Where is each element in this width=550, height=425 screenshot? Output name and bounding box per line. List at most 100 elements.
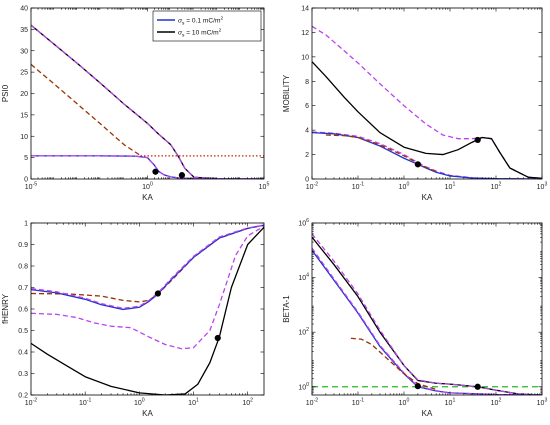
y-tick-label: 0.2 [18, 393, 28, 400]
x-tick-label: 102 [491, 182, 502, 192]
series-line-4 [31, 225, 264, 350]
series-line-1 [31, 224, 264, 303]
y-tick-label-base: 10 [298, 275, 306, 282]
x-tick-label-exponent: 0 [150, 182, 153, 188]
legend-entry-label: σs = 10 mC/m2 [178, 28, 222, 39]
y-tick-label: 8 [305, 79, 309, 86]
y-axis-title: MOBILITY [282, 74, 291, 112]
point-marker-1 [414, 161, 421, 168]
point-marker-1 [414, 383, 421, 390]
x-tick-label-base: 10 [242, 400, 250, 407]
x-tick-label-exponent: -5 [33, 182, 38, 188]
series-group [31, 224, 264, 395]
series-line-5 [312, 247, 542, 395]
x-tick-label-exponent: 5 [266, 182, 269, 188]
series-line-3 [312, 131, 542, 179]
x-tick-label: 10-1 [352, 182, 365, 192]
y-tick-label: 106 [298, 218, 309, 228]
x-tick-label-base: 10 [537, 184, 545, 191]
point-marker-1 [152, 168, 159, 175]
y-tick-label: 0.7 [18, 285, 28, 292]
series-group [312, 233, 542, 395]
x-tick-label-exponent: -2 [314, 182, 319, 188]
x-tick-label: 10-2 [306, 182, 319, 192]
y-tick-label: 14 [301, 6, 309, 13]
y-axis-title: fHENRY [1, 293, 10, 324]
point-marker-2 [474, 136, 481, 144]
y-ticks: 0.2 0.3 0.4 0.5 0.6 0.7 0.8 0.9 1 [18, 221, 264, 400]
x-tick-label-exponent: 2 [498, 398, 501, 404]
y-tick-label: 0 [24, 177, 28, 184]
x-tick-label-base: 10 [399, 184, 407, 191]
x-axis-title: KA [422, 193, 433, 202]
series-group [31, 24, 264, 179]
y-tick-label: 40 [20, 6, 28, 13]
point-marker-1 [154, 290, 161, 297]
x-tick-label-base: 10 [25, 184, 33, 191]
x-tick-label: 101 [445, 182, 456, 192]
series-line-3 [312, 233, 542, 395]
x-ticks: 10-2 10-1 100 101 102 103 [306, 8, 547, 192]
x-ticks: 10-2 10-1 100 101 102 [25, 223, 253, 407]
y-tick-label-exponent: 6 [306, 218, 309, 224]
x-tick-label-exponent: 0 [406, 182, 409, 188]
y-tick-label: 0.4 [18, 350, 28, 357]
y-tick-label: 100 [298, 382, 309, 392]
chart-panel-3: 10-2 10-1 100 101 1020.20.30.40.50.60.70.80.… [1, 221, 265, 418]
y-tick-label: 35 [20, 27, 28, 34]
x-tick-label-exponent: 0 [406, 398, 409, 404]
y-tick-label: 12 [301, 30, 309, 37]
series-line-2 [31, 24, 264, 179]
x-tick-label-base: 10 [259, 184, 267, 191]
y-tick-label: 0.3 [18, 371, 28, 378]
y-tick-label-exponent: 2 [306, 327, 309, 333]
chart-panel-2: 10-2 10-1 100 101 102 10302468101214KAMOBILIT… [282, 6, 547, 203]
series-line-5 [31, 226, 264, 395]
y-tick-label: 4 [305, 128, 309, 135]
series-line-5 [325, 134, 437, 173]
x-tick-label-exponent: -1 [360, 182, 365, 188]
y-tick-label: 0.9 [18, 242, 28, 249]
series-line-5 [31, 63, 141, 157]
x-tick-label: 101 [188, 398, 199, 408]
y-tick-label: 0.6 [18, 307, 28, 314]
y-tick-label: 1 [24, 221, 28, 228]
y-tick-label: 104 [298, 273, 309, 283]
x-tick-label-base: 10 [188, 400, 196, 407]
x-tick-label-base: 10 [79, 400, 87, 407]
x-tick-label-base: 10 [134, 400, 142, 407]
y-tick-label: 25 [20, 70, 28, 77]
y-tick-label: 6 [305, 103, 309, 110]
x-axis-title: KA [142, 193, 153, 202]
y-tick-label: 0.5 [18, 328, 28, 335]
x-tick-label: 103 [537, 398, 548, 408]
x-tick-label-exponent: -1 [87, 398, 92, 404]
y-tick-label-base: 10 [298, 384, 306, 391]
series-line-4 [312, 249, 542, 395]
y-tick-label-base: 10 [298, 221, 306, 228]
y-ticks: 0 2 4 6 8 10 12 14 [301, 6, 542, 184]
y-tick-label-exponent: 4 [306, 273, 309, 279]
x-tick-label-exponent: -2 [314, 398, 319, 404]
x-ticks: 10-2 10-1 100 101 102 103 [306, 223, 548, 408]
series-line-2 [31, 224, 264, 311]
x-tick-label: 100 [142, 182, 153, 192]
y-tick-label: 10 [301, 54, 309, 61]
series-line-3 [31, 224, 264, 310]
point-marker-2 [178, 172, 186, 179]
y-tick-label: 30 [20, 48, 28, 55]
x-tick-label-base: 10 [352, 400, 360, 407]
y-tick-label: 15 [20, 112, 28, 119]
y-tick-label: 102 [298, 327, 309, 337]
y-tick-label: 0 [305, 177, 309, 184]
x-tick-label-base: 10 [142, 184, 150, 191]
series-line-1 [312, 25, 542, 179]
x-tick-label-base: 10 [306, 184, 314, 191]
x-tick-label: 102 [242, 398, 253, 408]
x-tick-label-base: 10 [491, 400, 499, 407]
x-tick-label-base: 10 [399, 400, 407, 407]
